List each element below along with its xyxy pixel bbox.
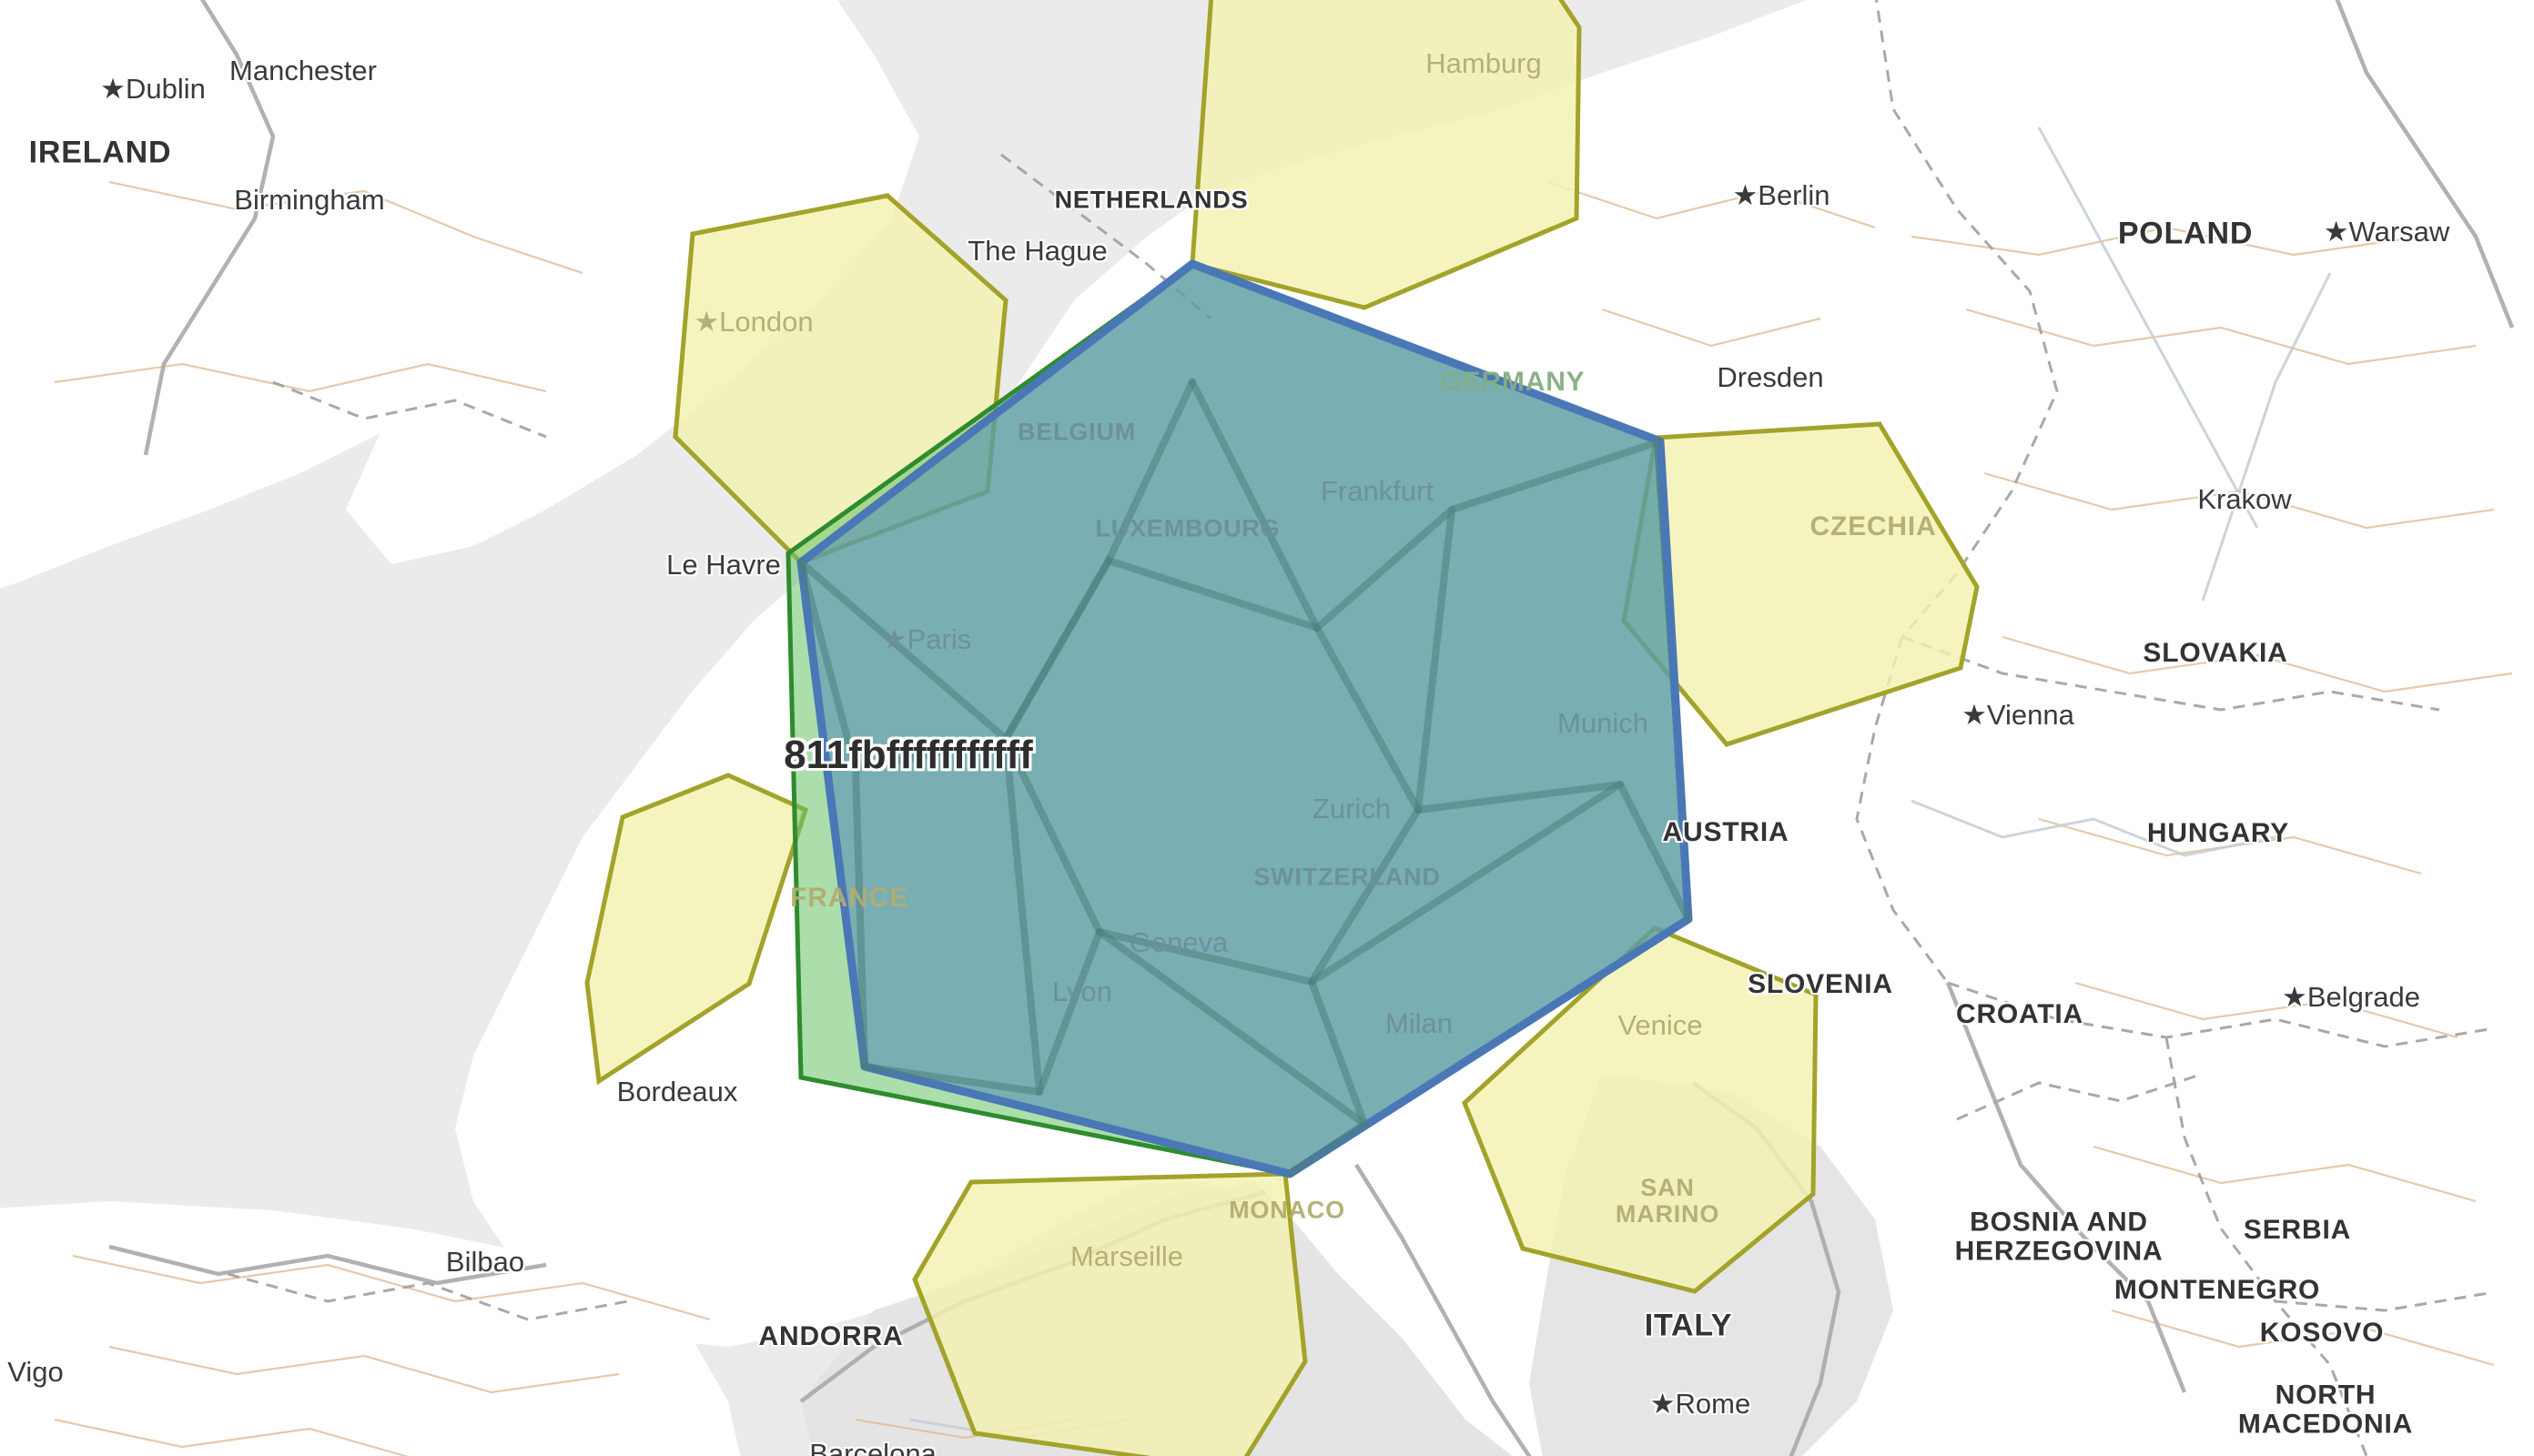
admin-border-layer bbox=[227, 0, 2495, 1456]
neighbor-cell bbox=[584, 773, 809, 1086]
neighbor-cells-layer bbox=[584, 0, 1980, 1456]
neighbor-cell bbox=[1462, 925, 1819, 1294]
neighbor-cell bbox=[912, 1171, 1308, 1456]
neighbor-cell bbox=[1190, 0, 1582, 310]
child-cell-grid-layer bbox=[797, 379, 1692, 1178]
